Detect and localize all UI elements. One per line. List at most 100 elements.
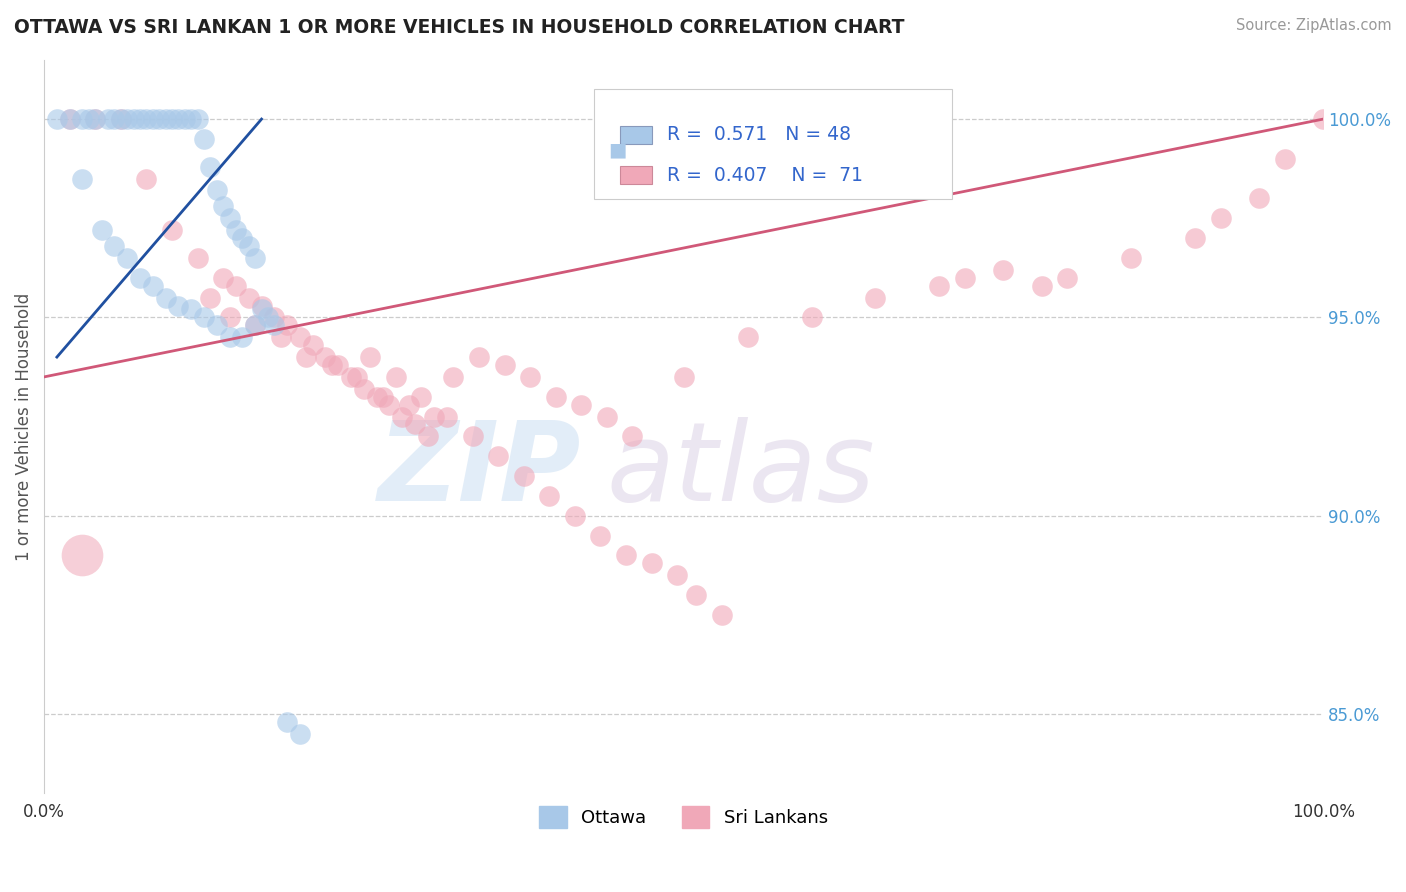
Point (404, 417, 426, 432)
Point (142, 278, 165, 293)
Point (589, 528, 612, 542)
Point (486, 449, 509, 463)
Point (148, 112, 170, 127)
Point (263, 310, 285, 325)
Text: atlas: atlas (607, 417, 876, 524)
Point (167, 112, 190, 127)
Point (270, 330, 292, 344)
Point (596, 409, 619, 424)
Point (340, 370, 363, 384)
Point (1249, 191, 1271, 205)
Point (212, 199, 235, 213)
Point (110, 112, 132, 127)
Point (263, 318, 285, 333)
Point (225, 223, 247, 237)
Point (391, 409, 413, 424)
Point (155, 112, 177, 127)
Point (135, 112, 157, 127)
Point (295, 350, 318, 364)
Point (250, 298, 273, 312)
Point (461, 429, 484, 443)
Point (77, 112, 100, 127)
Point (276, 714, 298, 729)
Point (218, 310, 240, 325)
Point (301, 338, 323, 352)
Point (538, 489, 561, 503)
Point (1031, 278, 1053, 293)
Point (1312, 112, 1334, 127)
Point (193, 132, 215, 146)
Point (84, 112, 107, 127)
Point (180, 112, 202, 127)
Point (142, 112, 165, 127)
Text: R =  0.407    N =  71: R = 0.407 N = 71 (666, 166, 863, 185)
Point (117, 112, 139, 127)
Legend: Ottawa, Sri Lankans: Ottawa, Sri Lankans (533, 799, 835, 836)
Point (231, 231, 253, 245)
Point (160, 112, 183, 127)
Point (1209, 211, 1232, 226)
Point (288, 727, 311, 741)
FancyBboxPatch shape (620, 166, 651, 185)
Point (494, 358, 516, 372)
Point (569, 398, 592, 412)
Point (218, 330, 240, 344)
Point (666, 568, 689, 582)
Point (187, 251, 209, 265)
Point (205, 184, 228, 198)
Text: ZIP: ZIP (378, 417, 581, 524)
Point (243, 251, 266, 265)
Point (685, 588, 707, 602)
Point (180, 302, 202, 317)
FancyBboxPatch shape (620, 126, 651, 144)
Point (212, 270, 235, 285)
Point (160, 223, 183, 237)
Text: R =  0.571   N = 48: R = 0.571 N = 48 (666, 125, 851, 145)
Point (200, 160, 222, 174)
Point (737, 330, 759, 344)
Text: OTTAWA VS SRI LANKAN 1 OR MORE VEHICLES IN HOUSEHOLD CORRELATION CHART: OTTAWA VS SRI LANKAN 1 OR MORE VEHICLES … (14, 18, 904, 37)
Point (359, 350, 381, 364)
Point (513, 469, 536, 483)
Point (250, 302, 273, 317)
Point (257, 310, 280, 325)
Point (243, 318, 266, 333)
Point (45, 112, 67, 127)
Point (205, 318, 228, 333)
Point (193, 310, 215, 325)
Point (366, 390, 388, 404)
Point (238, 291, 260, 305)
Point (353, 382, 375, 396)
Point (544, 390, 567, 404)
Point (97, 112, 120, 127)
Point (84, 112, 107, 127)
Point (441, 370, 464, 384)
Point (371, 390, 394, 404)
Point (276, 318, 298, 333)
Point (315, 350, 337, 364)
Point (90, 223, 112, 237)
Point (865, 291, 887, 305)
Point (129, 270, 152, 285)
Point (238, 239, 260, 253)
Point (1274, 152, 1296, 166)
Point (346, 370, 368, 384)
Point (423, 409, 446, 424)
Point (288, 330, 311, 344)
Point (72, 112, 94, 127)
Point (103, 239, 125, 253)
Point (385, 370, 408, 384)
Point (328, 358, 350, 372)
Point (110, 112, 132, 127)
Point (1121, 251, 1143, 265)
Point (218, 211, 240, 226)
Point (72, 171, 94, 186)
FancyBboxPatch shape (595, 89, 952, 199)
Point (800, 310, 823, 325)
Point (225, 278, 247, 293)
Point (564, 508, 586, 523)
Point (231, 330, 253, 344)
Point (59, 112, 82, 127)
Point (519, 370, 541, 384)
Point (321, 358, 343, 372)
